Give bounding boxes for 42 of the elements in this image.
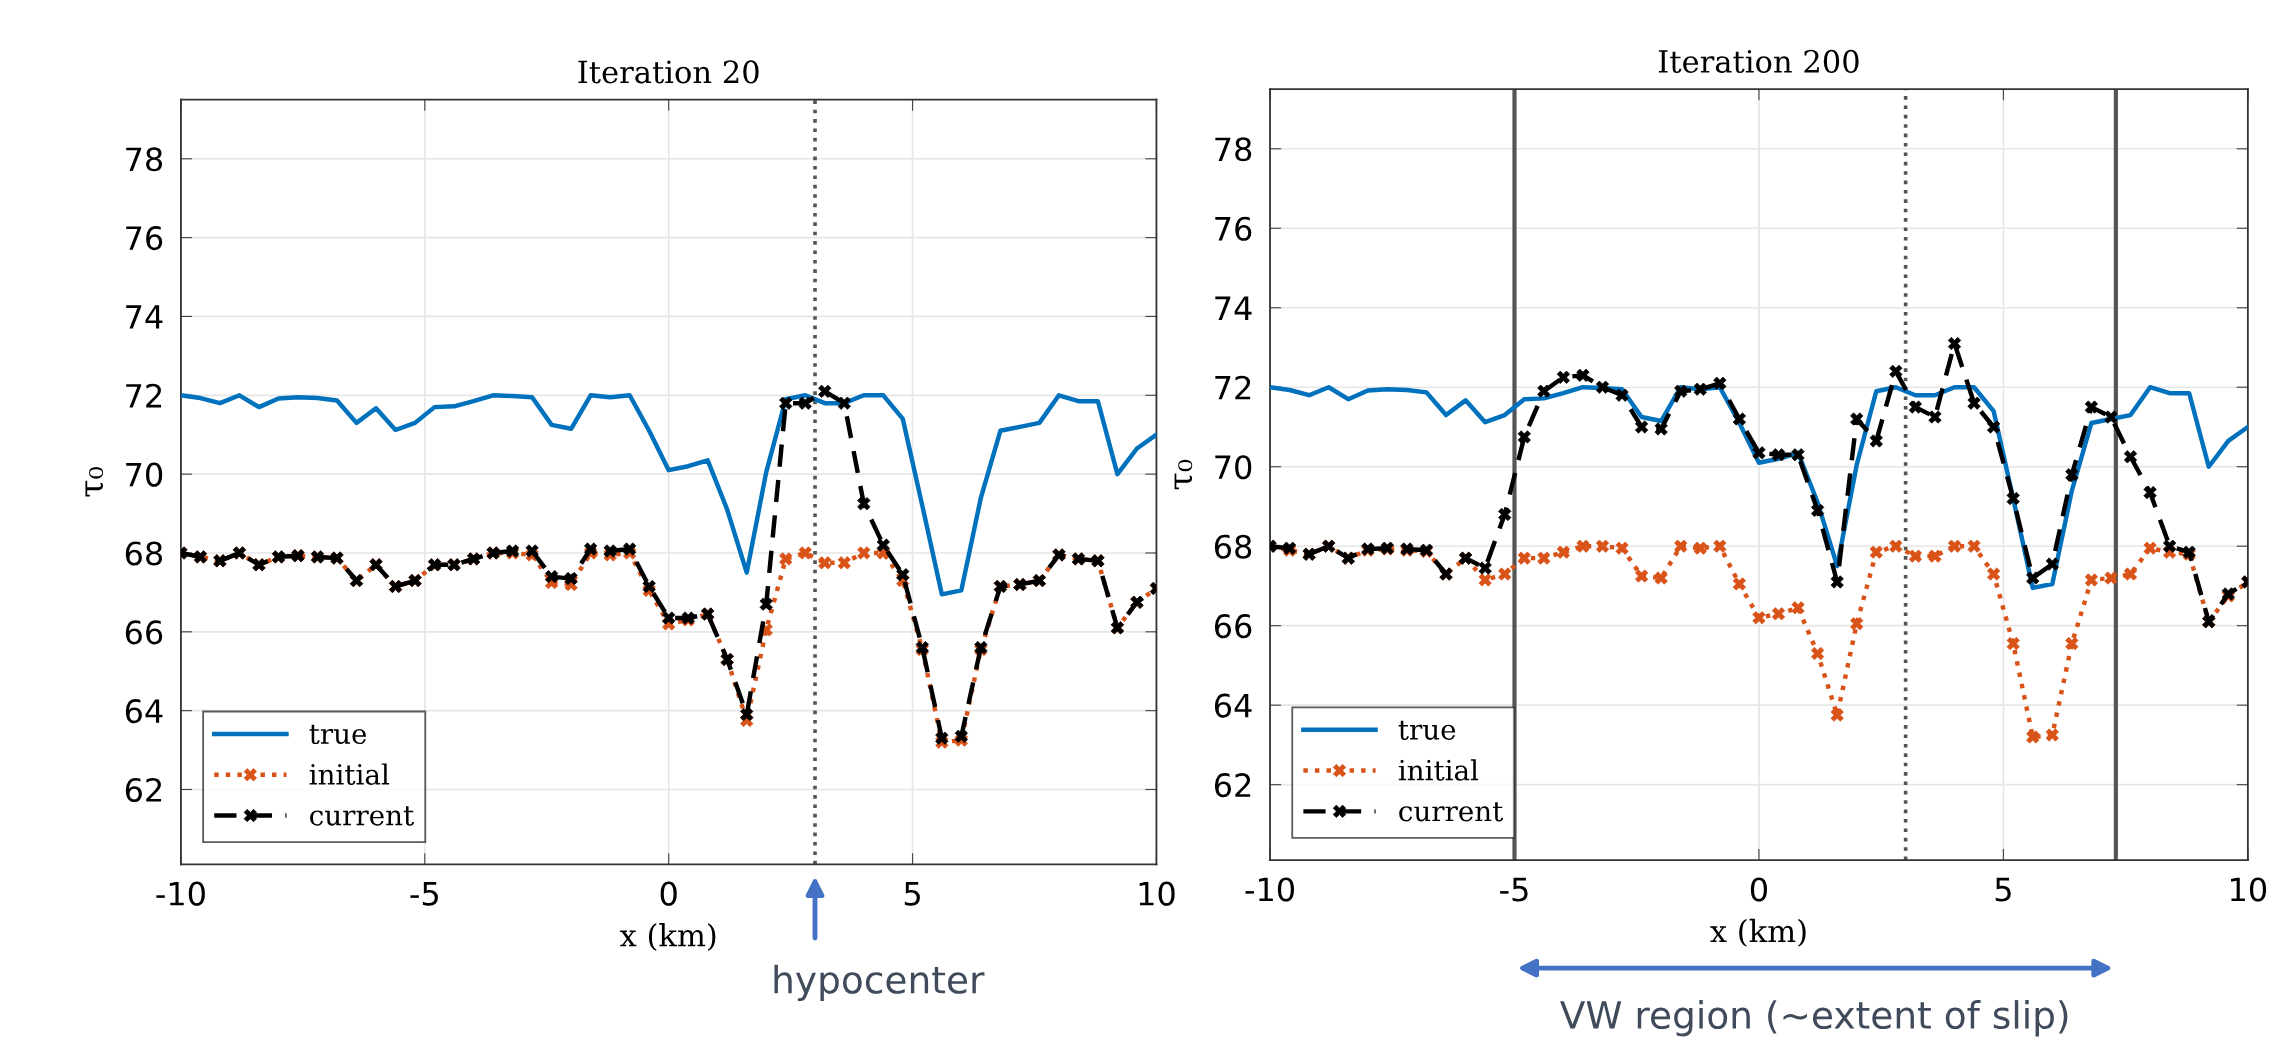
y-axis-title: τ₀ (85, 466, 104, 497)
y-tick-label: 70 (126, 462, 163, 487)
x-tick-label: 5 (1995, 877, 2011, 902)
x-tick-label: 10 (2231, 877, 2267, 902)
y-tick-label: 72 (126, 383, 162, 408)
y-tick-label: 64 (1214, 693, 1252, 718)
x-tick-label: -5 (1500, 877, 1528, 902)
text: hypocenter (774, 964, 985, 1002)
y-tick-label: 66 (1214, 614, 1252, 639)
text: VW region (~extent of slip) (1560, 1000, 2068, 1037)
legend-label: initial (309, 763, 390, 785)
x-tick-label: -10 (156, 881, 205, 906)
legend-label: true (309, 724, 367, 745)
x-tick-label: 0 (660, 881, 677, 906)
y-tick-label: 64 (125, 699, 163, 724)
y-tick-label: 78 (126, 147, 163, 172)
x-axis-title: x (km) (1710, 918, 1806, 947)
x-axis-title: x (km) (619, 923, 716, 952)
x-tick-label: -5 (410, 882, 438, 906)
legend-label: true (1398, 720, 1456, 740)
y-tick-label: 76 (126, 226, 163, 251)
y-tick-label: 72 (1215, 375, 1251, 400)
y-tick-label: 68 (125, 541, 163, 566)
y-tick-label: 68 (1214, 534, 1252, 559)
x-tick-label: -10 (1245, 877, 1294, 902)
legend-label: current (1399, 802, 1504, 822)
chart-title: Iteration 200 (1658, 49, 1859, 73)
x-tick-label: 10 (1139, 881, 1175, 906)
y-tick-label: 74 (1215, 296, 1252, 320)
x-tick-label: 5 (904, 882, 920, 906)
y-tick-label: 62 (125, 777, 162, 803)
y-tick-label: 78 (1215, 137, 1252, 162)
x-tick-label: 0 (1750, 877, 1767, 902)
chart-title: Iteration 20 (578, 60, 759, 84)
y-tick-label: 74 (126, 305, 163, 329)
y-tick-label: 62 (1214, 773, 1251, 798)
y-tick-label: 76 (1215, 216, 1252, 241)
y-tick-label: 70 (1215, 455, 1252, 480)
legend-label: current (310, 806, 414, 826)
y-tick-label: 66 (125, 620, 163, 645)
y-axis-title: τ₀ (1174, 459, 1193, 490)
legend-label: initial (1398, 759, 1479, 781)
